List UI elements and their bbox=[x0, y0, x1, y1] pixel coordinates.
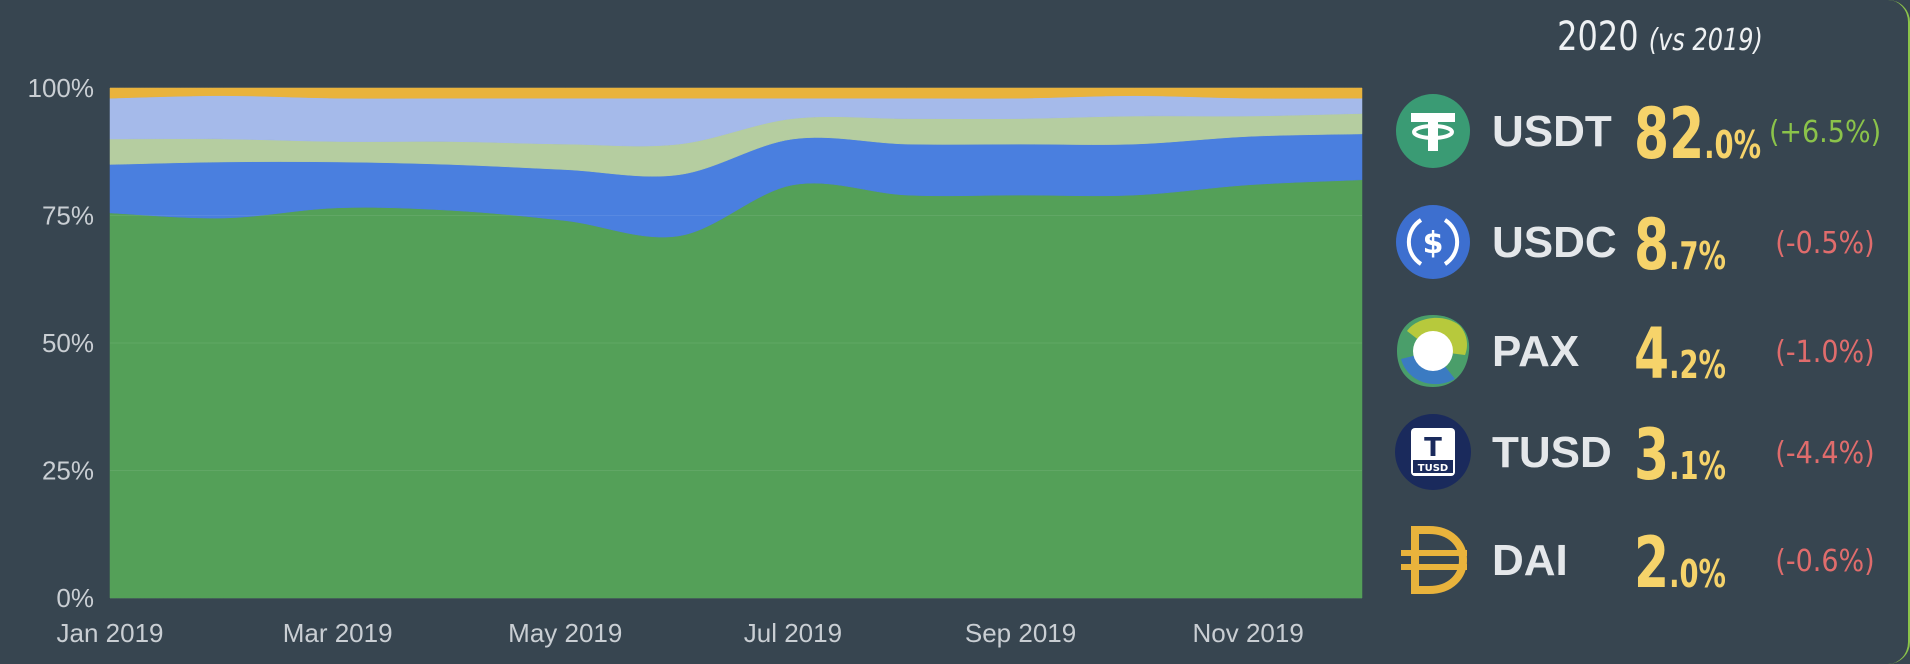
coin-share: 3.1% bbox=[1634, 414, 1726, 496]
svg-text:T: T bbox=[1424, 433, 1442, 463]
dai-icon bbox=[1401, 526, 1468, 594]
panel-subtitle: (vs 2019) bbox=[1648, 23, 1763, 58]
coin-name: DAI bbox=[1492, 536, 1568, 585]
coin-name: TUSD bbox=[1492, 428, 1612, 477]
coin-change: (-0.5%) bbox=[1775, 226, 1875, 261]
summary-panel: 2020 (vs 2019) USDT 82.0% (+6.5%) $ USDC… bbox=[1380, 0, 1890, 664]
x-tick-label: May 2019 bbox=[508, 618, 622, 648]
coin-change: (+6.5%) bbox=[1768, 115, 1882, 150]
x-tick-label: Jul 2019 bbox=[744, 618, 842, 648]
coin-row-usdt: USDT 82.0% (+6.5%) bbox=[1380, 85, 1890, 175]
usdc-icon: $ bbox=[1396, 205, 1470, 279]
y-tick-label: 75% bbox=[42, 201, 94, 231]
y-tick-label: 100% bbox=[28, 73, 95, 103]
coin-change: (-0.6%) bbox=[1775, 544, 1875, 579]
coin-row-dai: DAI 2.0% (-0.6%) bbox=[1380, 514, 1890, 604]
tusd-icon: T TUSD bbox=[1395, 414, 1471, 490]
panel-title: 2020 (vs 2019) bbox=[1540, 14, 1780, 60]
svg-text:$: $ bbox=[1423, 226, 1444, 261]
area-series-dai bbox=[109, 87, 1363, 99]
coin-share: 82.0% bbox=[1634, 93, 1761, 175]
area-series-usdt bbox=[109, 179, 1363, 599]
x-tick-label: Jan 2019 bbox=[57, 618, 164, 648]
y-tick-label: 50% bbox=[42, 328, 94, 358]
coin-name: USDC bbox=[1492, 218, 1617, 267]
x-tick-label: Mar 2019 bbox=[283, 618, 393, 648]
y-tick-label: 25% bbox=[42, 456, 94, 486]
x-tick-label: Sep 2019 bbox=[965, 618, 1076, 648]
pax-icon bbox=[1397, 315, 1470, 387]
coin-name: USDT bbox=[1492, 107, 1612, 156]
x-tick-label: Nov 2019 bbox=[1193, 618, 1304, 648]
y-tick-label: 0% bbox=[56, 583, 94, 613]
coin-row-usdc: $ USDC 8.7% (-0.5%) bbox=[1380, 196, 1890, 286]
coin-share: 8.7% bbox=[1634, 204, 1726, 286]
coin-share: 2.0% bbox=[1634, 522, 1726, 604]
coin-change: (-4.4%) bbox=[1775, 436, 1875, 471]
coin-share: 4.2% bbox=[1634, 313, 1726, 395]
panel-border bbox=[1888, 0, 1910, 664]
coin-change: (-1.0%) bbox=[1775, 335, 1875, 370]
tether-icon bbox=[1396, 94, 1470, 168]
coin-row-tusd: T TUSD TUSD 3.1% (-4.4%) bbox=[1380, 406, 1890, 496]
stacked-area-chart: 0% 25% 50% 75% 100% Jan 2019 Mar 2019 May 2019 J… bbox=[28, 73, 1363, 648]
panel-year: 2020 bbox=[1557, 14, 1639, 60]
coin-row-pax: PAX 4.2% (-1.0%) bbox=[1380, 305, 1890, 395]
coin-name: PAX bbox=[1492, 327, 1580, 376]
svg-text:TUSD: TUSD bbox=[1418, 463, 1448, 474]
